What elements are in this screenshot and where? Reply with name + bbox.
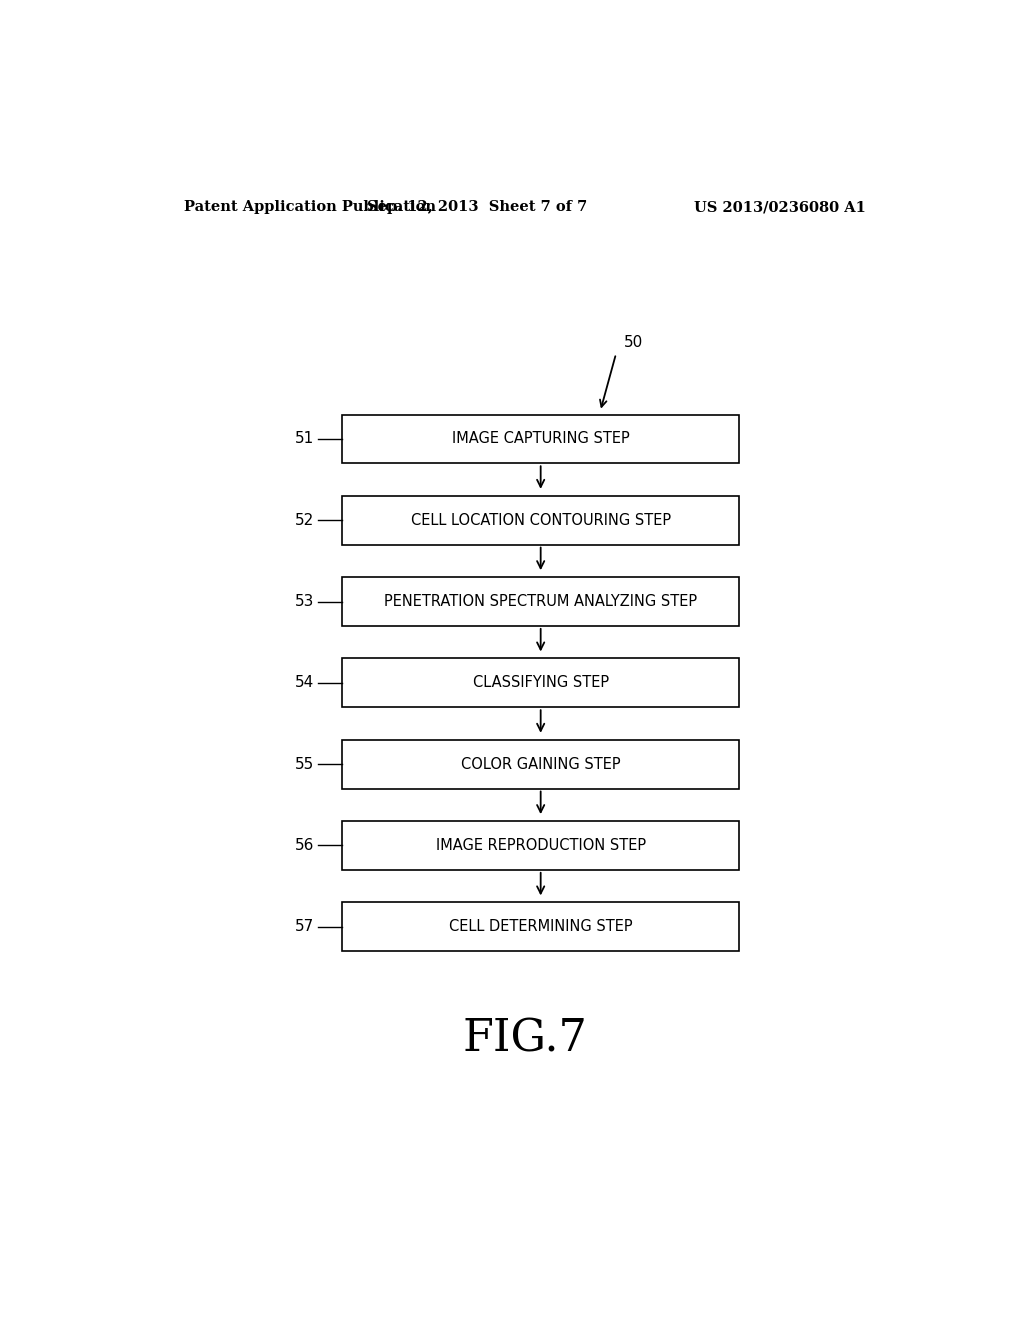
Text: Patent Application Publication: Patent Application Publication [183,201,435,214]
Text: 54: 54 [295,676,314,690]
Text: FIG.7: FIG.7 [463,1018,587,1060]
Text: 51: 51 [295,432,314,446]
Text: CLASSIFYING STEP: CLASSIFYING STEP [473,676,608,690]
Text: COLOR GAINING STEP: COLOR GAINING STEP [461,756,621,772]
Text: 53: 53 [295,594,314,609]
Text: 56: 56 [295,838,314,853]
Text: IMAGE CAPTURING STEP: IMAGE CAPTURING STEP [452,432,630,446]
Text: IMAGE REPRODUCTION STEP: IMAGE REPRODUCTION STEP [435,838,646,853]
Text: 57: 57 [295,919,314,935]
Text: Sep. 12, 2013  Sheet 7 of 7: Sep. 12, 2013 Sheet 7 of 7 [367,201,588,214]
Text: 55: 55 [295,756,314,772]
Text: 52: 52 [295,512,314,528]
FancyBboxPatch shape [342,903,739,952]
FancyBboxPatch shape [342,577,739,626]
FancyBboxPatch shape [342,659,739,708]
FancyBboxPatch shape [342,821,739,870]
FancyBboxPatch shape [342,496,739,545]
FancyBboxPatch shape [342,414,739,463]
Text: CELL LOCATION CONTOURING STEP: CELL LOCATION CONTOURING STEP [411,512,671,528]
Text: 50: 50 [624,335,643,351]
FancyBboxPatch shape [342,739,739,788]
Text: PENETRATION SPECTRUM ANALYZING STEP: PENETRATION SPECTRUM ANALYZING STEP [384,594,697,609]
Text: US 2013/0236080 A1: US 2013/0236080 A1 [694,201,866,214]
Text: CELL DETERMINING STEP: CELL DETERMINING STEP [449,919,633,935]
